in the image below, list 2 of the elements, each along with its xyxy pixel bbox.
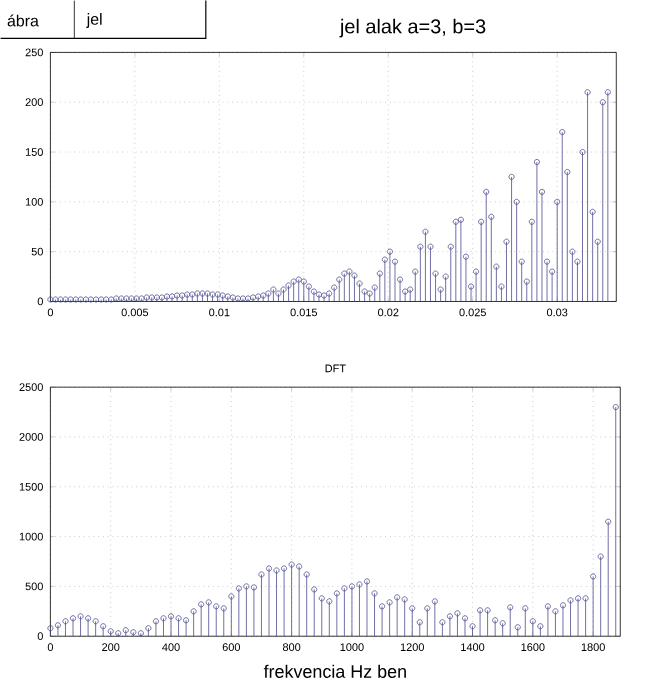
chart-title: jel alak a=3, b=3 [339,18,486,38]
x-axis-title: frekvencia Hz ben [263,664,406,678]
